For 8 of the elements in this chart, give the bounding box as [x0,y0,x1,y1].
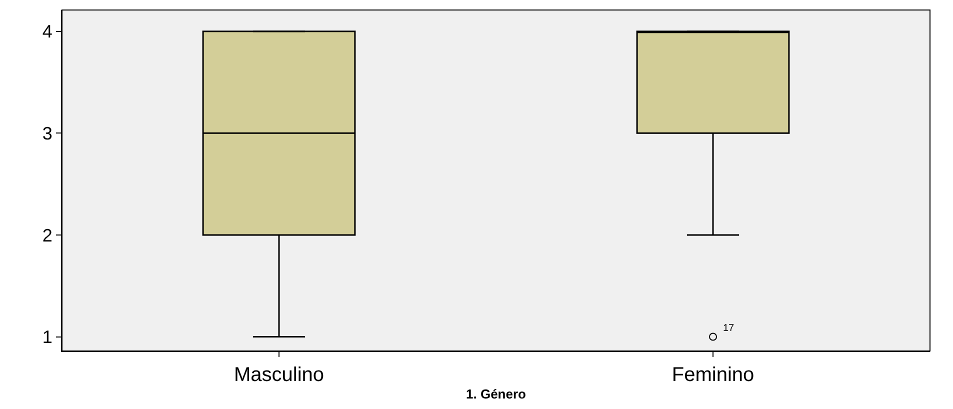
y-tick-label: 4 [42,22,52,42]
y-tick-label: 1 [42,327,52,348]
x-tick-label: Masculino [234,364,324,386]
x-tick-label: Feminino [672,364,754,386]
y-tick-label: 2 [42,225,52,246]
annotation: 17 [723,323,735,334]
y-tick-label: 3 [42,123,52,144]
x-axis-title: 1. Género [466,386,526,402]
